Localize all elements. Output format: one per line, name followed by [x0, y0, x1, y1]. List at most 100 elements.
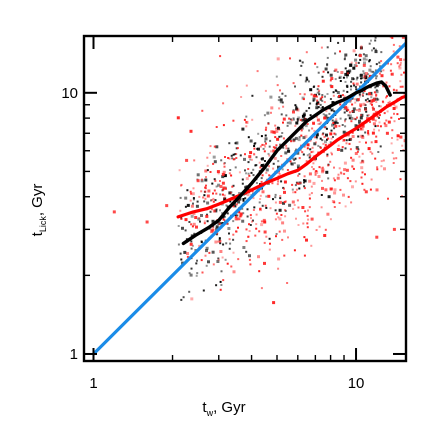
scatter-point: [286, 121, 289, 124]
scatter-point: [264, 145, 267, 148]
scatter-point: [294, 184, 297, 187]
scatter-point: [357, 61, 360, 64]
scatter-point: [317, 123, 320, 125]
scatter-point: [380, 165, 383, 168]
scatter-point: [385, 96, 387, 99]
scatter-point: [310, 217, 314, 221]
scatter-point: [112, 210, 116, 214]
scatter-point: [346, 22, 348, 24]
scatter-point: [258, 270, 261, 273]
scatter-point: [336, 91, 340, 94]
scatter-point: [315, 95, 318, 98]
scatter-point: [368, 100, 371, 103]
scatter-point: [211, 219, 215, 223]
scatter-point: [346, 177, 349, 180]
scatter-point: [189, 129, 193, 133]
scatter-point: [359, 46, 363, 50]
scatter-point: [377, 124, 379, 127]
scatter-point: [391, 129, 394, 132]
scatter-point: [246, 208, 249, 211]
scatter-point: [310, 185, 313, 188]
scatter-point: [188, 290, 191, 293]
scatter-point: [387, 197, 389, 200]
scatter-point: [342, 89, 345, 92]
scatter-point: [222, 243, 225, 246]
scatter-point: [179, 252, 182, 255]
scatter-point: [370, 178, 373, 181]
scatter-point: [310, 151, 313, 154]
scatter-point: [270, 111, 272, 114]
scatter-point: [204, 186, 207, 189]
scatter-point: [360, 127, 364, 131]
scatter-point: [348, 139, 351, 141]
scatter-point: [259, 207, 262, 210]
scatter-point: [315, 170, 318, 172]
scatter-point: [264, 204, 267, 207]
scatter-point: [279, 143, 282, 146]
scatter-point: [181, 226, 184, 230]
scatter-point: [189, 242, 193, 246]
scatter-point: [289, 139, 292, 142]
scatter-point: [303, 179, 307, 183]
scatter-point: [249, 214, 252, 217]
scatter-point: [312, 86, 315, 88]
scatter-point: [395, 89, 398, 92]
scatter-point: [205, 249, 208, 253]
scatter-point: [238, 218, 241, 221]
scatter-point: [372, 112, 375, 115]
scatter-point: [363, 75, 367, 79]
scatter-point: [204, 254, 207, 257]
scatter-point: [401, 144, 404, 147]
scatter-point: [205, 176, 207, 178]
scatter-point: [375, 101, 378, 103]
scatter-point: [350, 80, 353, 83]
scatter-point: [245, 240, 248, 243]
scatter-point: [309, 88, 313, 92]
scatter-point: [301, 151, 304, 154]
scatter-point: [276, 137, 280, 141]
scatter-point: [279, 195, 282, 197]
scatter-point: [300, 64, 303, 67]
scatter-point: [263, 144, 266, 146]
scatter-point: [339, 80, 342, 82]
scatter-point: [287, 149, 291, 153]
scatter-point: [252, 174, 255, 177]
scatter-point: [225, 186, 227, 189]
scatter-point: [210, 199, 212, 202]
scatter-point: [319, 97, 322, 100]
scatter-point: [303, 175, 306, 178]
scatter-point: [273, 156, 277, 160]
scatter-point: [367, 147, 371, 151]
scatter-point: [354, 98, 356, 101]
scatter-point: [337, 144, 340, 147]
scatter-point: [323, 135, 326, 138]
scatter-point: [385, 131, 389, 135]
scatter-point: [245, 120, 249, 124]
scatter-point: [290, 162, 294, 166]
scatter-point: [396, 62, 399, 65]
scatter-point: [309, 102, 312, 105]
scatter-point: [249, 139, 253, 143]
scatter-point: [399, 63, 402, 66]
scatter-point: [382, 101, 385, 104]
scatter-point: [317, 90, 320, 93]
scatter-point: [342, 138, 346, 142]
scatter-point: [365, 110, 368, 113]
scatter-point: [223, 215, 226, 218]
scatter-point: [323, 126, 326, 129]
scatter-point: [189, 199, 192, 202]
scatter-point: [214, 240, 218, 244]
scatter-point: [302, 113, 306, 117]
scatter-point: [232, 153, 235, 156]
scatter-point: [352, 82, 355, 85]
scatter-point: [203, 220, 206, 223]
scatter-point: [212, 263, 215, 266]
scatter-point: [281, 92, 284, 95]
scatter-point: [235, 157, 238, 159]
scatter-point: [390, 116, 393, 119]
scatter-point: [186, 189, 189, 192]
scatter-point: [296, 164, 300, 168]
scatter-point: [351, 185, 354, 189]
scatter-point: [397, 19, 400, 22]
scatter-point: [308, 206, 311, 209]
